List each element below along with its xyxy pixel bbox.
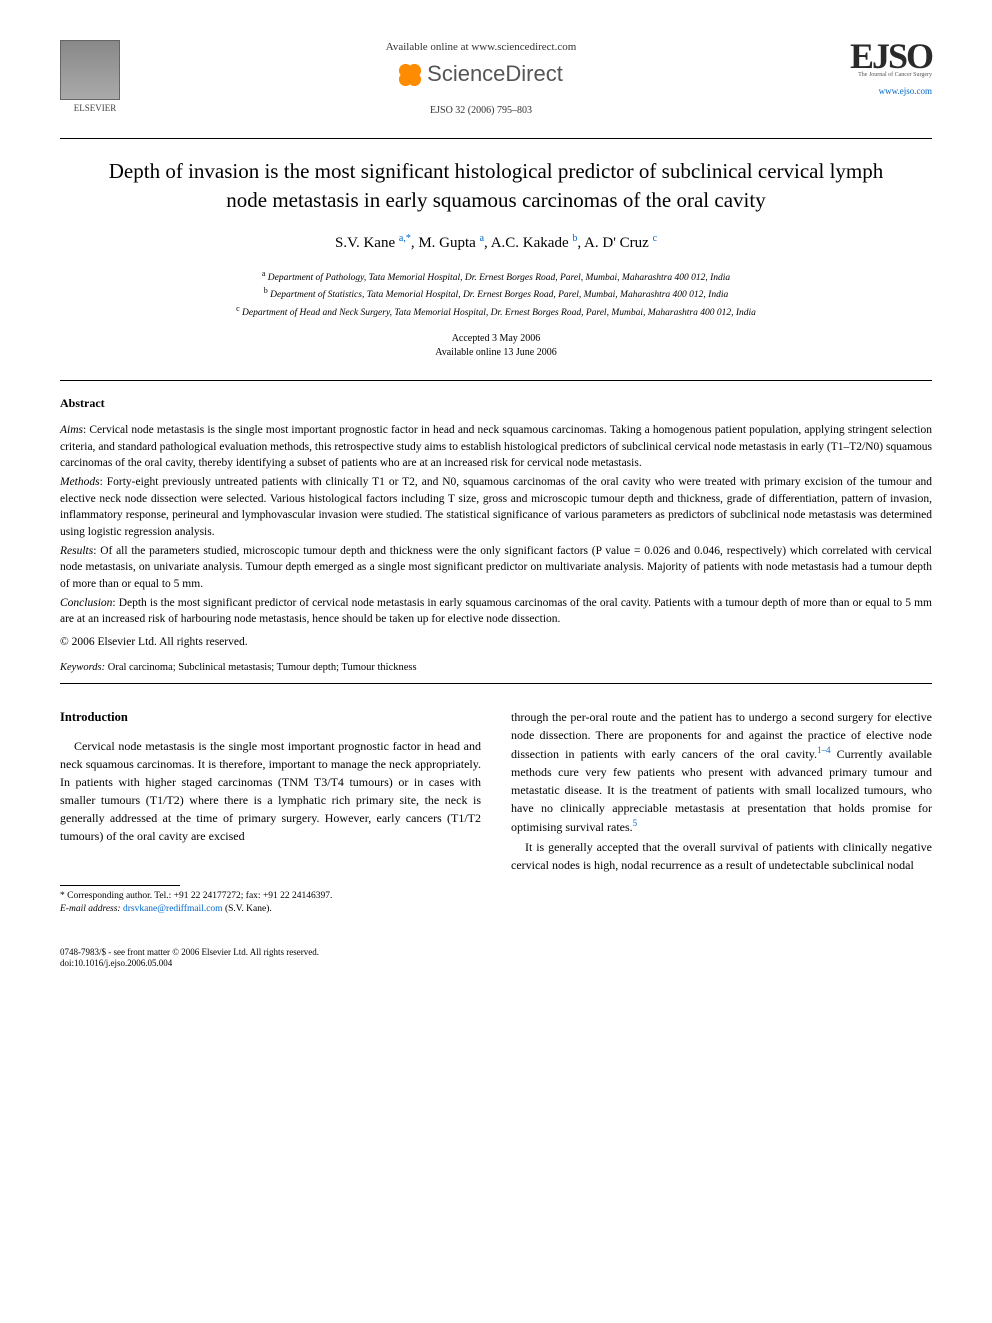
elsevier-tree-icon xyxy=(60,40,120,100)
abstract-bottom-rule xyxy=(60,683,932,684)
introduction-heading: Introduction xyxy=(60,708,481,727)
abstract-body: Aims: Cervical node metastasis is the si… xyxy=(60,422,932,651)
conclusion-text: Depth is the most significant predictor … xyxy=(60,597,932,626)
results-label: Results xyxy=(60,545,93,557)
page-footer: 0748-7983/$ - see front matter © 2006 El… xyxy=(60,947,932,970)
sciencedirect-icon xyxy=(399,64,421,86)
article-title: Depth of invasion is the most significan… xyxy=(90,157,902,214)
publisher-name: ELSEVIER xyxy=(60,102,130,115)
abstract-heading: Abstract xyxy=(60,395,932,412)
journal-citation: EJSO 32 (2006) 795–803 xyxy=(130,104,832,118)
sciencedirect-logo: ScienceDirect xyxy=(130,59,832,90)
keywords-text: Oral carcinoma; Subclinical metastasis; … xyxy=(108,662,417,673)
available-online-text: Available online at www.sciencedirect.co… xyxy=(130,40,832,55)
affiliation-line: c Department of Head and Neck Surgery, T… xyxy=(60,303,932,320)
methods-label: Methods xyxy=(60,476,100,488)
intro-paragraph-2: It is generally accepted that the overal… xyxy=(511,838,932,874)
corr-email-link[interactable]: drsvkane@rediffmail.com xyxy=(123,904,223,914)
conclusion-label: Conclusion xyxy=(60,597,112,609)
corr-author-line: * Corresponding author. Tel.: +91 22 241… xyxy=(60,890,481,903)
header-rule xyxy=(60,138,932,139)
column-left: Introduction Cervical node metastasis is… xyxy=(60,708,481,916)
citation-ref-5[interactable]: 5 xyxy=(633,818,638,828)
aims-text: Cervical node metastasis is the single m… xyxy=(60,424,932,469)
page-header: ELSEVIER Available online at www.science… xyxy=(60,40,932,118)
header-center: Available online at www.sciencedirect.co… xyxy=(130,40,832,118)
issn-line: 0748-7983/$ - see front matter © 2006 El… xyxy=(60,947,932,959)
aims-label: Aims xyxy=(60,424,83,436)
online-date: Available online 13 June 2006 xyxy=(60,346,932,360)
abstract-copyright: © 2006 Elsevier Ltd. All rights reserved… xyxy=(60,634,932,651)
doi-line: doi:10.1016/j.ejso.2006.05.004 xyxy=(60,958,932,970)
affiliations: a Department of Pathology, Tata Memorial… xyxy=(60,268,932,320)
column-right: through the per-oral route and the patie… xyxy=(511,708,932,916)
results-text: Of all the parameters studied, microscop… xyxy=(60,545,932,590)
journal-link[interactable]: www.ejso.com xyxy=(832,85,932,98)
author-list: S.V. Kane a,*, M. Gupta a, A.C. Kakade b… xyxy=(60,232,932,254)
article-dates: Accepted 3 May 2006 Available online 13 … xyxy=(60,332,932,360)
affiliation-line: b Department of Statistics, Tata Memoria… xyxy=(60,285,932,302)
elsevier-logo: ELSEVIER xyxy=(60,40,130,115)
journal-logo: EJSO The Journal of Cancer Surgery www.e… xyxy=(832,40,932,98)
affiliation-line: a Department of Pathology, Tata Memorial… xyxy=(60,268,932,285)
keywords-label: Keywords: xyxy=(60,662,105,673)
intro-paragraph-1: Cervical node metastasis is the single m… xyxy=(60,737,481,845)
citation-ref-1-4[interactable]: 1–4 xyxy=(817,745,831,755)
journal-subtitle: The Journal of Cancer Surgery xyxy=(832,72,932,79)
body-columns: Introduction Cervical node metastasis is… xyxy=(60,708,932,916)
corresponding-author-footnote: * Corresponding author. Tel.: +91 22 241… xyxy=(60,890,481,917)
accepted-date: Accepted 3 May 2006 xyxy=(60,332,932,346)
methods-text: Forty-eight previously untreated patient… xyxy=(60,476,932,538)
email-label: E-mail address: xyxy=(60,904,121,914)
footnote-rule xyxy=(60,885,180,886)
sciencedirect-text: ScienceDirect xyxy=(427,59,563,90)
journal-abbrev: EJSO xyxy=(832,40,932,72)
abstract-top-rule xyxy=(60,380,932,381)
intro-paragraph-1-cont: through the per-oral route and the patie… xyxy=(511,708,932,836)
keywords-line: Keywords: Oral carcinoma; Subclinical me… xyxy=(60,661,932,676)
email-suffix: (S.V. Kane). xyxy=(225,904,272,914)
